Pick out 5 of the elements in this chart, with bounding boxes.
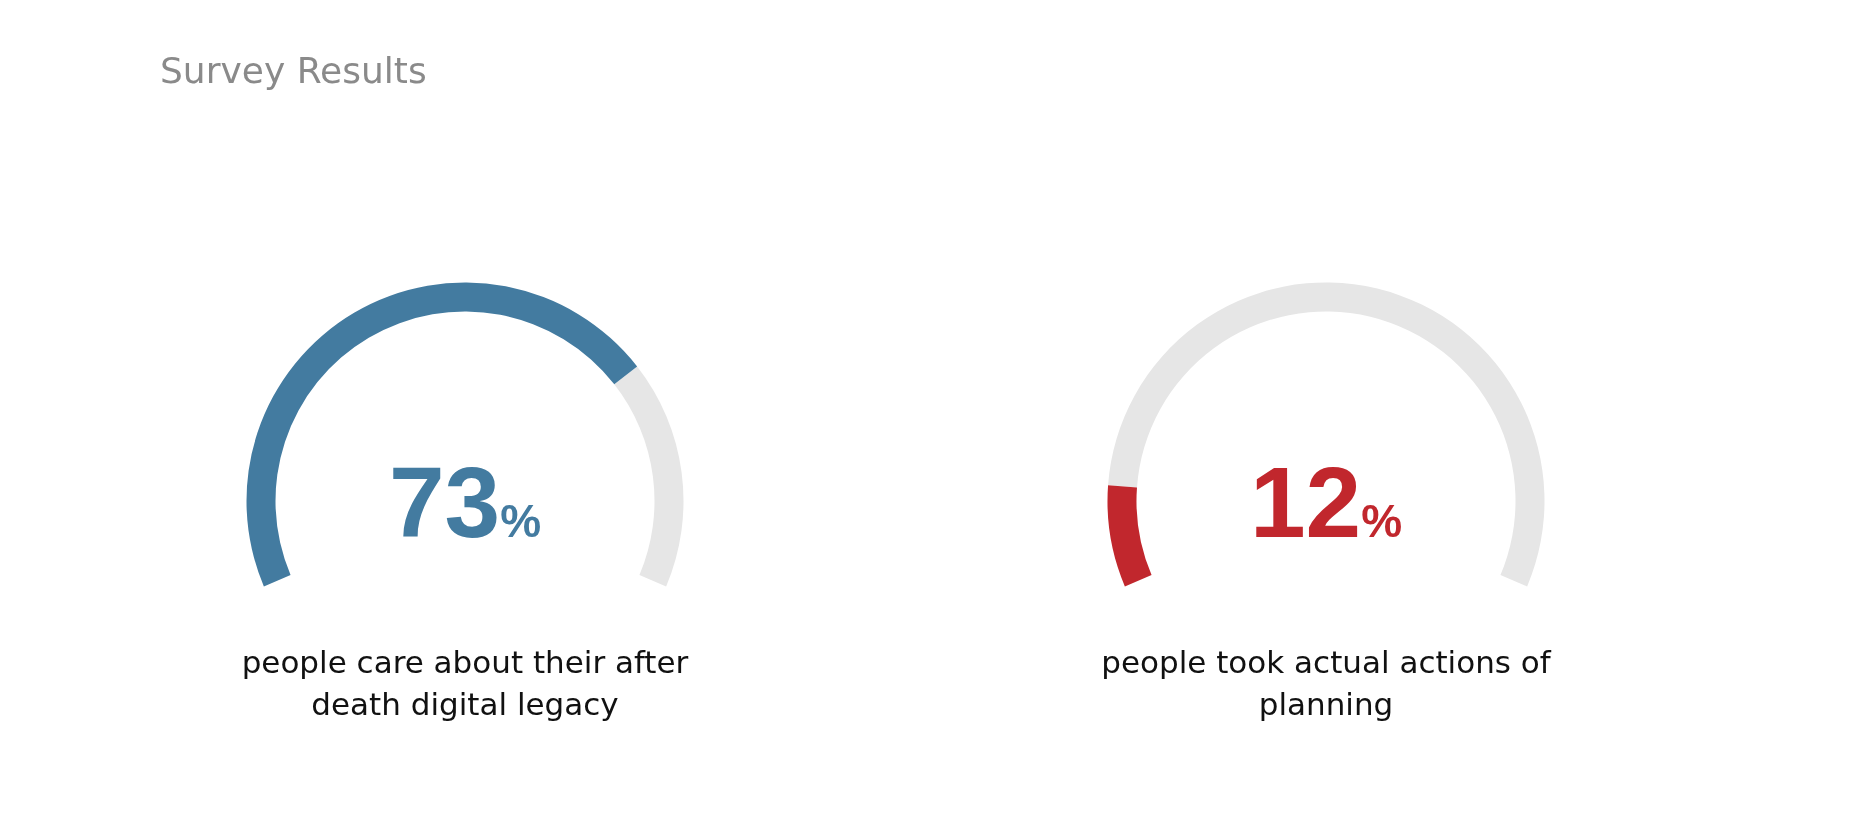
text: 12%: [1249, 446, 1403, 558]
chart-title: Survey Results: [160, 50, 427, 91]
text: 73%: [388, 446, 542, 558]
text: people care about their after death digital legacy: [241, 644, 689, 722]
text: people took actual actions of planning: [1101, 644, 1552, 722]
